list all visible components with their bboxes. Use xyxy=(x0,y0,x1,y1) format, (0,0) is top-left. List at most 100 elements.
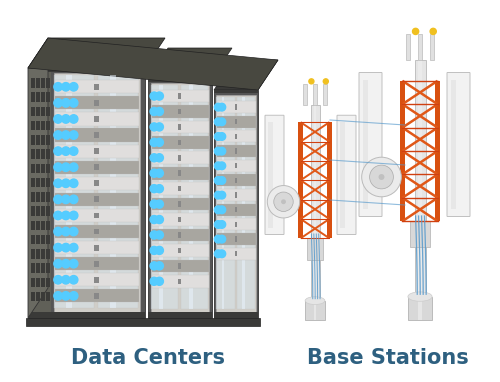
Circle shape xyxy=(150,200,158,208)
Bar xyxy=(178,109,182,114)
Bar xyxy=(94,212,99,219)
Bar xyxy=(54,177,140,190)
Bar xyxy=(54,209,140,222)
Bar xyxy=(400,81,405,221)
Circle shape xyxy=(156,154,164,162)
Circle shape xyxy=(70,131,78,139)
Bar xyxy=(414,60,426,320)
Circle shape xyxy=(150,246,158,254)
Bar xyxy=(36,192,40,201)
Circle shape xyxy=(214,235,222,243)
Circle shape xyxy=(62,275,70,284)
Bar xyxy=(31,277,35,287)
Bar xyxy=(36,149,40,159)
Circle shape xyxy=(54,291,62,300)
Circle shape xyxy=(218,221,226,228)
Circle shape xyxy=(62,243,70,252)
Bar xyxy=(66,75,71,308)
Circle shape xyxy=(62,163,70,172)
Bar xyxy=(151,85,178,309)
Bar xyxy=(31,121,35,130)
Bar xyxy=(152,90,209,102)
Bar xyxy=(152,182,209,195)
Circle shape xyxy=(156,92,164,100)
Bar xyxy=(410,221,430,247)
Circle shape xyxy=(150,154,158,162)
Bar xyxy=(41,163,46,173)
Bar xyxy=(36,107,40,116)
Bar xyxy=(54,241,140,254)
Bar xyxy=(148,78,212,82)
Bar xyxy=(178,263,182,269)
Bar xyxy=(31,92,35,102)
Bar xyxy=(181,85,208,309)
Bar xyxy=(46,121,50,130)
Bar xyxy=(31,149,35,159)
Circle shape xyxy=(214,118,222,126)
Bar xyxy=(46,292,50,301)
Circle shape xyxy=(70,179,78,188)
Circle shape xyxy=(62,147,70,155)
Bar xyxy=(340,121,344,228)
Circle shape xyxy=(70,195,78,204)
Circle shape xyxy=(218,206,226,214)
Bar xyxy=(152,213,209,226)
Circle shape xyxy=(62,291,70,300)
Circle shape xyxy=(430,28,436,34)
Bar xyxy=(216,95,256,314)
Circle shape xyxy=(281,199,286,204)
Bar xyxy=(178,248,182,253)
Bar xyxy=(54,193,140,206)
Circle shape xyxy=(412,28,418,34)
Text: Data Centers: Data Centers xyxy=(71,348,225,368)
Bar xyxy=(36,92,40,102)
Circle shape xyxy=(218,103,226,111)
Circle shape xyxy=(54,275,62,284)
Bar xyxy=(46,78,50,87)
Bar xyxy=(36,235,40,244)
Circle shape xyxy=(378,174,384,180)
Bar xyxy=(234,119,237,125)
Bar xyxy=(310,105,320,320)
Circle shape xyxy=(54,147,62,155)
Bar xyxy=(418,34,422,60)
Circle shape xyxy=(156,231,164,239)
Bar xyxy=(46,92,50,102)
Circle shape xyxy=(54,243,62,252)
Bar xyxy=(152,105,209,118)
Bar xyxy=(216,131,256,142)
Bar xyxy=(94,196,99,202)
Bar xyxy=(216,219,256,230)
Circle shape xyxy=(54,131,62,139)
Circle shape xyxy=(150,262,158,270)
Bar xyxy=(41,107,46,116)
Bar xyxy=(46,277,50,287)
Bar xyxy=(36,249,40,259)
Bar xyxy=(46,149,50,159)
Bar xyxy=(54,160,140,174)
Bar xyxy=(94,180,99,186)
Bar xyxy=(94,84,99,90)
Bar xyxy=(41,249,46,259)
Bar xyxy=(451,80,456,209)
Bar xyxy=(216,97,234,309)
Bar xyxy=(54,257,140,270)
Bar xyxy=(31,263,35,273)
Circle shape xyxy=(370,165,394,189)
Circle shape xyxy=(62,179,70,188)
Bar xyxy=(94,245,99,251)
Bar xyxy=(46,192,50,201)
Circle shape xyxy=(70,291,78,300)
Bar xyxy=(152,229,209,241)
Circle shape xyxy=(54,211,62,220)
Bar xyxy=(41,78,46,87)
Bar xyxy=(36,206,40,216)
Bar xyxy=(178,139,182,145)
Circle shape xyxy=(214,176,222,185)
Bar xyxy=(214,90,258,318)
Circle shape xyxy=(54,195,62,204)
Bar xyxy=(31,192,35,201)
Bar xyxy=(94,148,99,154)
Bar xyxy=(36,292,40,301)
Circle shape xyxy=(156,262,164,270)
